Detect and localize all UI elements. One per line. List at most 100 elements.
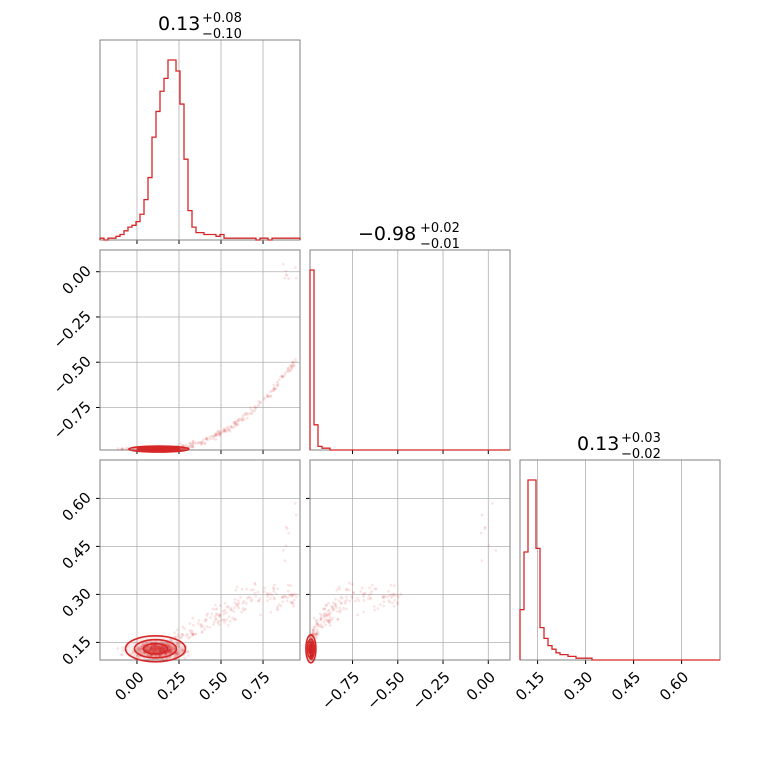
sample-point [283, 371, 287, 375]
sample-point [171, 645, 175, 649]
sample-point [393, 584, 396, 588]
sample-point [186, 650, 190, 654]
sample-point [309, 647, 313, 651]
sample-point [168, 644, 172, 648]
sample-point [233, 420, 237, 424]
sample-point [327, 601, 330, 605]
sample-point [226, 425, 229, 429]
sample-point [332, 608, 336, 612]
sample-point [139, 644, 143, 648]
sample-point [179, 636, 183, 640]
sample-point [175, 628, 179, 632]
sample-point [156, 649, 159, 653]
sample-point [168, 648, 172, 652]
sample-point [396, 595, 400, 599]
sample-point [348, 581, 351, 585]
sample-point [154, 644, 157, 648]
sample-point [159, 647, 163, 650]
sample-point [286, 367, 290, 371]
sample-point [288, 593, 292, 596]
sample-point [144, 646, 148, 650]
sample-point [167, 648, 171, 652]
sample-point [181, 633, 185, 637]
x-tick-label: 0.25 [153, 668, 189, 704]
sample-point [196, 621, 200, 625]
sample-point [309, 645, 313, 649]
sample-point [159, 649, 163, 653]
sample-point [158, 647, 162, 651]
sample-point [327, 618, 331, 622]
sample-point [289, 600, 293, 604]
sample-point [369, 597, 373, 601]
sample-point [205, 613, 209, 617]
sample-point [233, 422, 237, 426]
sample-point [251, 409, 255, 413]
sample-point [191, 442, 195, 445]
sample-point [272, 596, 276, 600]
sample-point [210, 434, 214, 438]
sample-point [309, 645, 313, 649]
sample-point [152, 646, 156, 650]
sample-point [309, 649, 313, 653]
sample-point [360, 586, 364, 590]
sample-point [309, 647, 313, 650]
sample-point [149, 646, 153, 649]
sample-point [309, 646, 313, 650]
sample-point [233, 601, 237, 605]
sample-point [309, 649, 313, 653]
sample-point [359, 590, 363, 594]
sample-point [151, 654, 154, 658]
sample-point [168, 650, 172, 653]
sample-point [367, 586, 371, 590]
sample-point [309, 644, 313, 648]
sample-point [309, 644, 313, 648]
sample-point [159, 647, 163, 651]
sample-point [116, 647, 120, 650]
sample-point [162, 646, 165, 650]
sample-point [233, 422, 236, 426]
sample-point [148, 647, 152, 651]
sample-point [272, 389, 275, 393]
sample-point [157, 648, 161, 652]
sample-point [191, 633, 195, 636]
sample-point [309, 646, 313, 650]
sample-point [156, 647, 160, 651]
sample-point [152, 644, 156, 648]
sample-point [175, 652, 178, 656]
sample-point [152, 647, 156, 651]
sample-point [199, 625, 203, 629]
sample-point [227, 623, 230, 627]
sample-point [176, 653, 179, 657]
sample-point [180, 647, 184, 651]
sample-point [156, 649, 160, 653]
sample-point [159, 650, 163, 653]
sample-point [151, 648, 155, 652]
sample-point [153, 650, 157, 653]
sample-point [161, 645, 165, 649]
sample-point [145, 647, 149, 651]
sample-point [150, 647, 154, 651]
sample-point [162, 649, 165, 652]
sample-point [162, 647, 166, 651]
sample-point [309, 645, 313, 649]
panel-hist-param1 [309, 249, 511, 454]
title-2-value: 0.13 [577, 433, 619, 455]
sample-point [170, 649, 174, 653]
sample-point [334, 606, 338, 610]
sample-point [292, 363, 296, 367]
sample-point [286, 370, 290, 373]
histogram-step [99, 59, 301, 241]
sample-point [309, 647, 313, 651]
sample-point [136, 647, 140, 651]
sample-point [147, 649, 150, 652]
sample-point [206, 612, 210, 616]
sample-point [347, 588, 351, 592]
sample-point [163, 648, 166, 652]
sample-point [289, 368, 293, 372]
sample-point [140, 644, 144, 648]
sample-point [191, 444, 195, 448]
sample-point [197, 618, 201, 622]
sample-point [309, 648, 313, 651]
sample-point [309, 646, 313, 650]
sample-point [309, 647, 313, 651]
